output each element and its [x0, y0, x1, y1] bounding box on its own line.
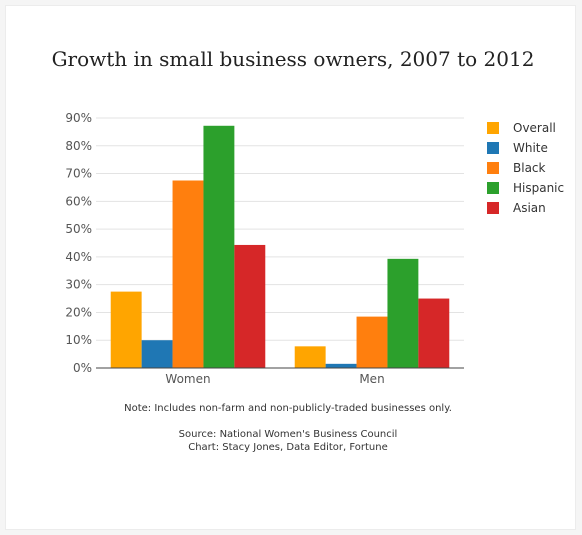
- chart-title: Growth in small business owners, 2007 to…: [52, 47, 535, 71]
- legend-label: White: [513, 141, 548, 155]
- bar-men-hispanic[interactable]: [387, 258, 419, 368]
- bars: [110, 125, 450, 369]
- bar-men-black[interactable]: [356, 316, 388, 368]
- y-tick-label: 80%: [65, 139, 92, 153]
- bar-men-overall[interactable]: [294, 346, 326, 368]
- bar-women-white[interactable]: [141, 340, 173, 368]
- legend-label: Hispanic: [513, 181, 564, 195]
- x-tick-label: Women: [165, 372, 210, 386]
- y-tick-label: 10%: [65, 333, 92, 347]
- bar-men-asian[interactable]: [418, 298, 450, 368]
- bar-women-black[interactable]: [172, 180, 204, 369]
- gridlines: [96, 117, 464, 341]
- source-note: Source: National Women's Business Counci…: [179, 429, 398, 440]
- legend-label: Asian: [513, 201, 546, 215]
- legend-label: Black: [513, 161, 546, 175]
- y-tick-label: 50%: [65, 222, 92, 236]
- bar-men-white[interactable]: [325, 363, 357, 368]
- legend-swatch: [487, 182, 499, 194]
- legend-swatch: [487, 122, 499, 134]
- x-axis-ticks: Women Men: [165, 372, 384, 386]
- legend-swatch: [487, 142, 499, 154]
- footnote: Note: Includes non-farm and non-publicly…: [124, 403, 452, 414]
- y-tick-label: 30%: [65, 278, 92, 292]
- bar-women-overall[interactable]: [110, 291, 142, 368]
- chart-card: Growth in small business owners, 2007 to…: [5, 5, 576, 530]
- legend-item-asian[interactable]: Asian: [487, 201, 546, 215]
- legend-swatch: [487, 202, 499, 214]
- y-tick-label: 60%: [65, 194, 92, 208]
- bar-women-asian[interactable]: [234, 244, 266, 368]
- x-tick-label: Men: [359, 372, 384, 386]
- y-tick-label: 0%: [73, 361, 92, 375]
- legend-item-overall[interactable]: Overall: [487, 121, 556, 135]
- legend-swatch: [487, 162, 499, 174]
- legend-item-hispanic[interactable]: Hispanic: [487, 181, 564, 195]
- legend-item-black[interactable]: Black: [487, 161, 546, 175]
- y-tick-label: 70%: [65, 167, 92, 181]
- chart: Growth in small business owners, 2007 to…: [52, 47, 565, 453]
- legend[interactable]: Overall White Black Hispanic Asian: [487, 121, 564, 215]
- legend-item-white[interactable]: White: [487, 141, 548, 155]
- y-tick-label: 20%: [65, 305, 92, 319]
- legend-label: Overall: [513, 121, 556, 135]
- y-tick-label: 90%: [65, 111, 92, 125]
- y-axis-ticks: 0% 10% 20% 30% 40% 50% 60% 70% 80% 90%: [65, 111, 92, 375]
- y-tick-label: 40%: [65, 250, 92, 264]
- bar-women-hispanic[interactable]: [203, 125, 235, 369]
- chart-credit: Chart: Stacy Jones, Data Editor, Fortune: [188, 442, 388, 453]
